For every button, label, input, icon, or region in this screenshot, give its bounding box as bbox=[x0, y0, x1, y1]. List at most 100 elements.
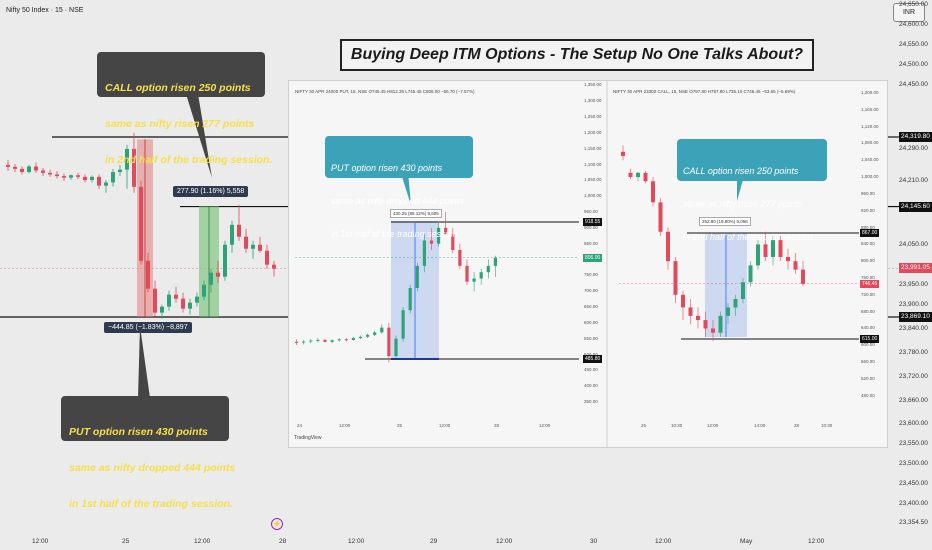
main-candle bbox=[62, 173, 66, 181]
option-candle bbox=[472, 272, 476, 292]
option-time-tick: 12:00 bbox=[439, 423, 451, 428]
price-tick: 24,550.00 bbox=[899, 41, 928, 49]
option-price-tick: 1,080.00 bbox=[861, 140, 879, 146]
main-candle bbox=[90, 175, 94, 183]
price-tag: 24,319.80 bbox=[899, 132, 932, 142]
symbol-header: Nifty 50 Index · 15 · NSE bbox=[6, 7, 84, 14]
main-candle bbox=[41, 168, 45, 177]
main-candle bbox=[188, 298, 192, 315]
put-inset-line-1: PUT option risen 430 points bbox=[331, 163, 443, 173]
main-candle bbox=[265, 244, 269, 269]
time-tick: 12:00 bbox=[32, 538, 49, 545]
price-tick: 23,400.00 bbox=[899, 500, 928, 508]
option-candle bbox=[688, 299, 693, 325]
option-time-tick: 25 bbox=[397, 423, 403, 428]
price-tick: 24,450.00 bbox=[899, 81, 928, 88]
option-candle bbox=[651, 177, 655, 207]
option-candle bbox=[444, 212, 448, 235]
price-tick: 24,050.00 bbox=[899, 240, 928, 248]
call-callout-line-3: in 2nd half of the trading session. bbox=[105, 154, 273, 166]
option-candle bbox=[486, 259, 490, 279]
main-candle bbox=[209, 268, 213, 293]
lightning-icon[interactable]: ⚡ bbox=[271, 518, 283, 530]
option-price-tick: 700.00 bbox=[584, 288, 598, 294]
price-tick: 23,450.00 bbox=[899, 480, 928, 488]
option-candle bbox=[380, 324, 384, 334]
option-candle bbox=[673, 256, 678, 304]
option-price-tick: 600.00 bbox=[861, 342, 875, 348]
option-price-tick: 1,050.00 bbox=[584, 177, 602, 183]
main-candle bbox=[118, 164, 122, 177]
option-candle bbox=[681, 290, 685, 321]
option-candle bbox=[302, 340, 306, 345]
option-time-tick: 12:00 bbox=[707, 423, 719, 428]
page-title: Buying Deep ITM Options - The Setup No O… bbox=[340, 39, 814, 71]
call-chart-header: NIFTY 30 APR 23300 CALL, 15, NSE O797.80… bbox=[613, 89, 796, 94]
option-candle bbox=[493, 255, 497, 277]
option-candle bbox=[711, 320, 715, 342]
price-tick: 24,650.00 bbox=[899, 1, 928, 9]
price-tick: 24,500.00 bbox=[899, 61, 928, 69]
option-candle bbox=[415, 262, 419, 292]
put-callout-pointer bbox=[138, 326, 150, 398]
call-callout: CALL option risen 250 points same as nif… bbox=[97, 52, 272, 166]
option-price-tick: 840.00 bbox=[861, 241, 875, 247]
main-candle bbox=[174, 286, 178, 303]
option-price-tick: 800.00 bbox=[861, 258, 875, 264]
currency-badge[interactable]: INR bbox=[893, 3, 925, 22]
option-time-tick: 12:00 bbox=[539, 423, 551, 428]
main-candle bbox=[230, 220, 234, 253]
option-candle bbox=[366, 333, 370, 339]
put-callout: PUT option risen 430 points same as nift… bbox=[61, 396, 235, 510]
option-price-tick: 1,350.00 bbox=[584, 82, 602, 88]
option-candle bbox=[387, 322, 391, 363]
option-price-tick: 1,200.00 bbox=[861, 89, 879, 95]
option-time-tick: 28 bbox=[794, 423, 800, 428]
option-time-tick: 14:00 bbox=[754, 423, 766, 428]
option-price-tick: 1,300.00 bbox=[584, 98, 602, 104]
price-tick: 23,500.00 bbox=[899, 460, 928, 468]
main-candle bbox=[104, 180, 108, 193]
main-candle bbox=[146, 252, 150, 293]
main-candle bbox=[20, 166, 24, 175]
call-inset-line-1: CALL option risen 250 points bbox=[683, 166, 799, 176]
price-tick: 23,354.50 bbox=[899, 518, 928, 526]
option-candle bbox=[778, 235, 783, 262]
option-price-tick: 750.00 bbox=[584, 272, 598, 278]
option-candle bbox=[786, 248, 790, 270]
main-candle bbox=[132, 132, 136, 193]
main-candle bbox=[258, 236, 262, 253]
call-inset-line-2: same as nifty risen 277 points bbox=[683, 199, 803, 209]
price-tag: 23,991.05 bbox=[899, 263, 932, 274]
option-candle bbox=[337, 338, 341, 342]
main-candle bbox=[160, 304, 164, 319]
put-chart-header: NIFTY 30 APR 24000 PUT, 15, NSE O745.45 … bbox=[295, 89, 475, 94]
main-candle bbox=[6, 160, 10, 171]
price-tick: 24,290.00 bbox=[899, 144, 928, 152]
option-price-tick: 950.00 bbox=[584, 209, 598, 215]
main-candle bbox=[139, 180, 143, 265]
option-candle bbox=[358, 335, 363, 340]
main-candle bbox=[55, 171, 59, 179]
option-price-tick: 480.00 bbox=[861, 392, 875, 398]
main-candle bbox=[216, 260, 220, 283]
option-price-tick: 1,040.00 bbox=[861, 157, 879, 163]
put-inset-callout: PUT option risen 430 points same as nift… bbox=[325, 136, 473, 239]
price-tick: 24,210.00 bbox=[899, 176, 928, 184]
option-price-tick: 760.00 bbox=[861, 275, 875, 280]
option-time-tick: 12:00 bbox=[339, 423, 351, 428]
time-tick: 12:00 bbox=[808, 538, 825, 545]
call-inset-callout: CALL option risen 250 points same as nif… bbox=[677, 139, 827, 242]
put-callout-line-3: in 1st half of the trading session. bbox=[69, 498, 233, 510]
main-candle bbox=[251, 240, 255, 259]
main-candle bbox=[223, 240, 227, 281]
option-candle bbox=[330, 339, 334, 344]
time-tick: 28 bbox=[279, 538, 287, 545]
price-tick: 23,720.00 bbox=[899, 372, 928, 380]
option-candle bbox=[351, 336, 355, 341]
option-candle bbox=[658, 198, 663, 236]
main-candle bbox=[48, 169, 52, 177]
option-price-tag: 806.00 bbox=[583, 253, 603, 262]
option-price-tick: 1,120.00 bbox=[861, 123, 879, 129]
